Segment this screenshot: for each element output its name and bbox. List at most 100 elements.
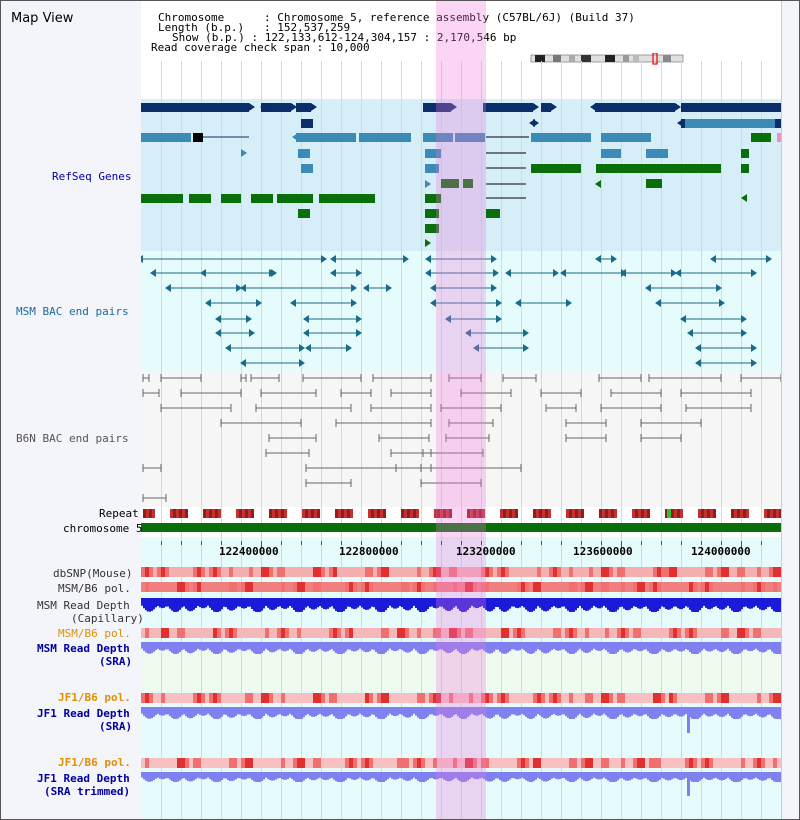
track-label-refseq[interactable]: RefSeq Genes (52, 170, 131, 183)
bac-end-arrow (751, 344, 757, 352)
track-label-jf1-depth-sra[interactable]: JF1 Read Depth (37, 707, 130, 720)
read-depth-bar (299, 772, 301, 782)
read-depth-bar (645, 642, 647, 649)
read-depth-bar (281, 707, 283, 716)
polymorphism-heat-cell (281, 758, 285, 768)
read-depth-bar (301, 707, 303, 719)
track-label-repeat[interactable]: Repeat (99, 507, 139, 520)
polymorphism-heat-cell (241, 693, 245, 703)
polymorphism-heat-cell (517, 582, 521, 592)
polymorphism-heat-cell (141, 758, 145, 768)
read-depth-bar (735, 707, 737, 719)
polymorphism-heat-cell (557, 628, 561, 638)
polymorphism-heat-cell (741, 693, 745, 703)
read-depth-bar (213, 772, 215, 782)
track-label-b6n-bac[interactable]: B6N BAC end pairs (16, 432, 129, 445)
selected-region-highlight[interactable] (436, 1, 486, 819)
track-label-jf1-b6-pol-2[interactable]: JF1/B6 pol. (58, 756, 131, 769)
read-depth-bar (703, 707, 705, 714)
read-depth-bar (163, 707, 165, 715)
read-depth-bar (627, 642, 629, 653)
read-depth-bar (709, 642, 711, 652)
read-depth-bar (423, 772, 425, 782)
polymorphism-heat-cell (389, 758, 393, 768)
read-depth-bar (263, 707, 265, 716)
polymorphism-heat-cell (737, 758, 741, 768)
read-depth-bar (355, 707, 357, 716)
gene-feature (141, 194, 183, 203)
track-label-msm-b6-pol-2[interactable]: MSM/B6 pol. (58, 627, 131, 640)
polymorphism-heat-cell (373, 693, 377, 703)
polymorphism-heat-cell (425, 758, 429, 768)
polymorphism-heat-cell (213, 582, 217, 592)
track-label-jf1-b6-pol-1[interactable]: JF1/B6 pol. (58, 691, 131, 704)
read-depth-bar (547, 707, 549, 718)
read-depth-bar (195, 772, 197, 779)
read-depth-bar (559, 642, 561, 651)
read-depth-bar (713, 772, 715, 778)
polymorphism-heat-cell (297, 693, 301, 703)
read-depth-bar (487, 772, 489, 781)
read-depth-bar (517, 772, 519, 779)
read-depth-bar (755, 707, 757, 714)
genome-plot-area[interactable] (141, 1, 781, 819)
polymorphism-heat-cell (197, 758, 201, 768)
read-depth-bar (669, 772, 671, 780)
read-depth-bar (745, 707, 747, 714)
track-label-jf1-depth-trim[interactable]: JF1 Read Depth (37, 772, 130, 785)
read-depth-bar (207, 772, 209, 778)
read-depth-bar (531, 772, 533, 782)
read-depth-bar (707, 642, 709, 651)
read-depth-bar (327, 707, 329, 716)
polymorphism-heat-cell (421, 582, 425, 592)
read-depth-bar (521, 707, 523, 714)
read-depth-bar (267, 772, 269, 779)
read-depth-bar (337, 642, 339, 654)
polymorphism-heat-cell (665, 628, 669, 638)
read-depth-bar (433, 707, 435, 715)
snp-heat-cell (209, 567, 213, 577)
repeat-element (410, 509, 413, 518)
repeat-element (533, 509, 536, 518)
read-depth-bar (723, 772, 725, 780)
polymorphism-heat-cell (161, 758, 165, 768)
track-label-msm-depth-sra[interactable]: MSM Read Depth (37, 642, 130, 655)
read-depth-bar (331, 772, 333, 778)
read-depth-bar (307, 772, 309, 778)
track-label-dbsnp[interactable]: dbSNP(Mouse) (53, 567, 132, 580)
read-depth-bar (251, 707, 253, 716)
read-depth-bar (639, 642, 641, 651)
read-depth-bar (739, 707, 741, 718)
read-depth-bar (159, 772, 161, 779)
read-depth-bar (767, 642, 769, 650)
polymorphism-heat-cell (521, 582, 525, 592)
read-depth-bar (169, 707, 171, 716)
read-depth-bar (429, 642, 431, 650)
polymorphism-heat-cell (717, 628, 721, 638)
polymorphism-heat-cell (693, 758, 697, 768)
track-label-msm-depth-cap[interactable]: MSM Read Depth (37, 599, 130, 612)
read-depth-bar (345, 642, 347, 651)
polymorphism-heat-cell (609, 758, 613, 768)
track-label-msm-bac[interactable]: MSM BAC end pairs (16, 305, 129, 318)
polymorphism-heat-cell (529, 628, 533, 638)
read-depth-bar (251, 772, 253, 780)
read-depth-bar (245, 772, 247, 779)
polymorphism-heat-cell (429, 582, 433, 592)
polymorphism-heat-cell (233, 758, 237, 768)
vertical-scrollbar[interactable] (781, 1, 800, 819)
read-depth-bar (221, 642, 223, 652)
snp-heat-cell (641, 567, 645, 577)
read-depth-bar (727, 772, 729, 778)
polymorphism-heat-cell (625, 693, 629, 703)
track-label-msm-b6-pol-1[interactable]: MSM/B6 pol. (58, 582, 131, 595)
polymorphism-heat-cell (761, 758, 765, 768)
read-depth-bar (501, 707, 503, 718)
bac-end-arrow (290, 299, 296, 307)
read-depth-bar (239, 707, 241, 714)
read-depth-bar (643, 642, 645, 650)
polymorphism-heat-cell (377, 628, 381, 638)
polymorphism-heat-cell (329, 758, 333, 768)
polymorphism-heat-cell (637, 758, 641, 768)
polymorphism-heat-cell (401, 758, 405, 768)
